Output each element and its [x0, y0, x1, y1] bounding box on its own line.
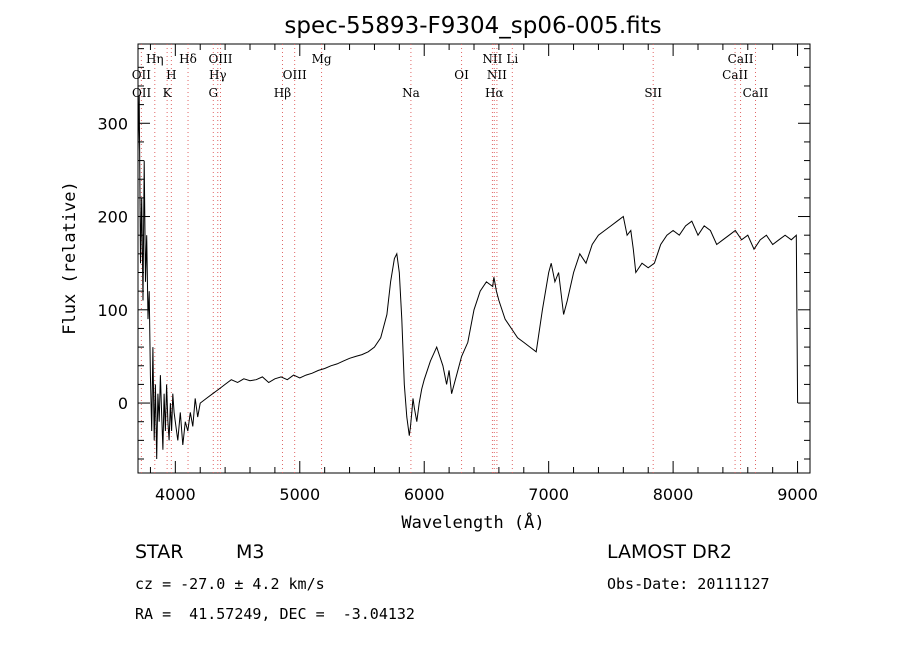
line-label: Hγ	[209, 68, 227, 82]
line-label: OIII	[208, 52, 232, 66]
y-tick-label: 200	[97, 208, 128, 227]
line-label: NII	[487, 68, 507, 82]
line-label: Hη	[146, 52, 164, 66]
y-tick-label: 300	[97, 114, 128, 133]
axis-ticks: 4000 5000 6000 7000 8000 9000 0 100 200 300	[97, 44, 818, 504]
y-axis-label: Flux (relative)	[60, 181, 80, 335]
redshift-text: cz = -27.0 ± 4.2 km/s	[135, 575, 325, 593]
line-label: Na	[402, 86, 420, 100]
line-label: Hα	[485, 86, 504, 100]
line-label: OII	[132, 86, 152, 100]
object-subclass: M3	[236, 541, 265, 563]
x-tick-label: 5000	[279, 485, 320, 504]
obs-date: Obs-Date: 20111127	[607, 575, 770, 593]
chart-title: spec-55893-F9304_sp06-005.fits	[284, 13, 661, 39]
survey-name: LAMOST DR2	[607, 541, 732, 563]
line-label: SII	[644, 86, 662, 100]
plot-frame	[137, 43, 811, 474]
line-label: G	[208, 86, 218, 100]
x-tick-label: 9000	[777, 485, 818, 504]
y-tick-label: 100	[97, 301, 128, 320]
line-label: CaII	[743, 86, 769, 100]
x-tick-label: 7000	[528, 485, 569, 504]
x-tick-label: 4000	[155, 485, 196, 504]
y-tick-label: 0	[118, 394, 128, 413]
line-label: CaII	[728, 52, 754, 66]
line-label: K	[163, 86, 173, 100]
x-tick-label: 8000	[653, 485, 694, 504]
line-markers	[140, 44, 756, 473]
spectrum-line	[137, 95, 799, 460]
line-label: OIII	[283, 68, 307, 82]
object-class: STAR	[135, 541, 184, 563]
line-label: OII	[132, 68, 152, 82]
line-label: OI	[454, 68, 469, 82]
line-label: Mg	[312, 52, 332, 66]
coordinates: RA = 41.57249, DEC = -3.04132	[135, 605, 415, 623]
x-tick-label: 6000	[404, 485, 445, 504]
x-axis-label: Wavelength (Å)	[401, 511, 544, 533]
line-label: H	[166, 68, 176, 82]
line-label: Li	[506, 52, 518, 66]
line-label: Hβ	[274, 86, 291, 100]
line-label: CaII	[722, 68, 748, 82]
line-label: NII	[482, 52, 502, 66]
line-label: Hδ	[179, 52, 197, 66]
